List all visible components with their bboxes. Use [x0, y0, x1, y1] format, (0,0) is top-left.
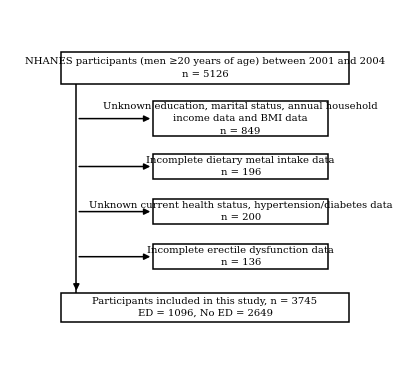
FancyBboxPatch shape	[153, 101, 328, 136]
FancyBboxPatch shape	[153, 244, 328, 269]
Text: Incomplete erectile dysfunction data
n = 136: Incomplete erectile dysfunction data n =…	[147, 246, 334, 268]
Text: NHANES participants (men ≥20 years of age) between 2001 and 2004
n = 5126: NHANES participants (men ≥20 years of ag…	[25, 57, 385, 79]
Text: Participants included in this study, n = 3745
ED = 1096, No ED = 2649: Participants included in this study, n =…	[92, 297, 318, 318]
Text: Unknown education, marital status, annual household
income data and BMI data
n =: Unknown education, marital status, annua…	[103, 102, 378, 135]
Text: Incomplete dietary metal intake data
n = 196: Incomplete dietary metal intake data n =…	[146, 156, 335, 177]
FancyBboxPatch shape	[61, 293, 349, 321]
FancyBboxPatch shape	[153, 199, 328, 224]
FancyBboxPatch shape	[153, 154, 328, 179]
Text: Unknown current health status, hypertension/diabetes data
n = 200: Unknown current health status, hypertens…	[89, 201, 392, 223]
FancyBboxPatch shape	[61, 52, 349, 84]
